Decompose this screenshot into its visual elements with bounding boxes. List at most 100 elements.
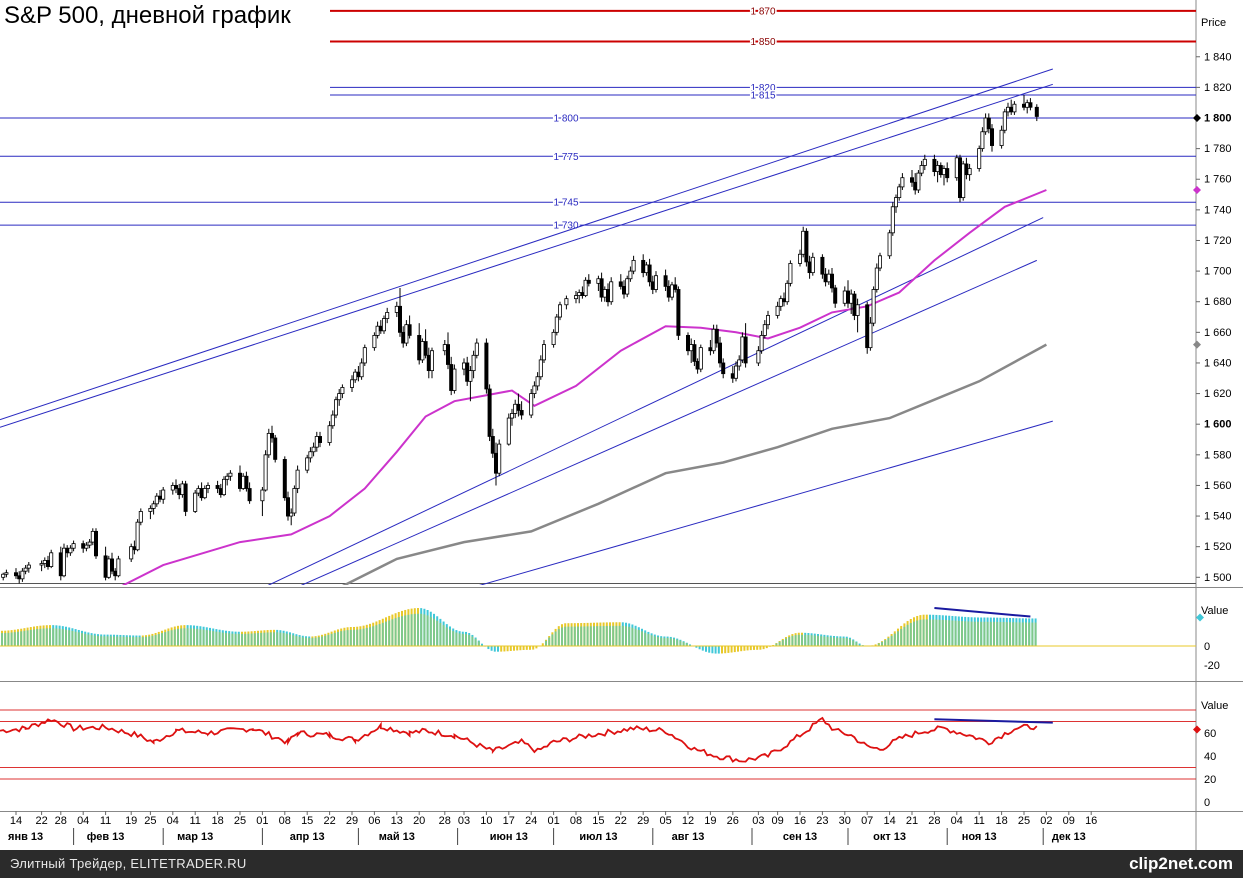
time-tick-label: 15 <box>301 815 313 827</box>
candle-body <box>602 289 607 298</box>
candle-body <box>577 292 582 296</box>
price-tick-label: 1 520 <box>1204 541 1232 553</box>
time-tick-label: 04 <box>77 815 89 827</box>
candle-body <box>461 362 466 370</box>
month-label: май 13 <box>379 831 415 843</box>
candle-body <box>650 281 655 290</box>
candle-body <box>484 342 489 390</box>
candle-body <box>20 570 25 580</box>
candle-body <box>394 305 399 313</box>
candle-body <box>756 350 761 364</box>
time-tick-label: 22 <box>323 815 335 827</box>
candle-body <box>493 452 498 474</box>
time-tick-label: 29 <box>637 815 649 827</box>
candle-body <box>401 331 406 344</box>
price-tick-label: 1 680 <box>1204 296 1232 308</box>
time-tick-label: 11 <box>100 815 111 827</box>
candle-body <box>830 273 835 289</box>
candle-body <box>196 488 201 494</box>
histogram-tick-label: 0 <box>1204 641 1210 653</box>
time-tick-label: 17 <box>503 815 515 827</box>
candle-body <box>692 344 697 362</box>
candle-body <box>628 270 633 280</box>
candle-body <box>698 347 703 370</box>
candle-body <box>596 278 601 284</box>
time-tick-label: 13 <box>391 815 403 827</box>
time-tick-label: 19 <box>704 815 716 827</box>
candle-body <box>609 281 614 303</box>
candle-body <box>23 567 28 572</box>
candle-body <box>468 370 473 382</box>
candle-body <box>647 264 652 283</box>
candle-body <box>71 543 76 549</box>
price-tick-label: 1 580 <box>1204 449 1232 461</box>
candle-body <box>452 368 457 391</box>
candle-body <box>846 290 851 304</box>
candle-body <box>266 432 271 456</box>
candle-body <box>762 324 767 336</box>
time-tick-label: 09 <box>1063 815 1075 827</box>
candle-body <box>116 558 121 577</box>
candle-body <box>516 403 521 411</box>
candle-body <box>676 289 681 336</box>
histogram-axis-title: Value <box>1201 605 1228 617</box>
candle-body <box>542 344 547 361</box>
month-label: янв 13 <box>8 831 43 843</box>
candle-body <box>362 347 367 364</box>
price-tick-label: 1 560 <box>1204 480 1232 492</box>
price-level-label-1815: 1 815 <box>750 91 775 102</box>
candle-body <box>65 547 70 554</box>
candle-body <box>241 475 246 489</box>
oscillator-tick-label: 60 <box>1204 728 1216 740</box>
candle-body <box>113 570 118 577</box>
trend-line-1 <box>0 68 1053 421</box>
candle-body <box>471 354 476 372</box>
candle-body <box>90 530 95 543</box>
time-tick-label: 30 <box>839 815 851 827</box>
candle-body <box>497 443 502 474</box>
time-tick-label: 29 <box>346 815 358 827</box>
candle-body <box>84 544 89 549</box>
candle-body <box>913 181 918 191</box>
month-label: окт 13 <box>873 831 906 843</box>
time-tick-label: 18 <box>211 815 223 827</box>
trend-line-4 <box>300 259 1038 585</box>
candle-body <box>766 315 771 326</box>
time-tick-label: 01 <box>256 815 268 827</box>
price-axis-title: Price <box>1201 17 1226 29</box>
candle-body <box>215 485 220 489</box>
candle-body <box>327 425 332 443</box>
chart-background <box>0 0 1243 850</box>
candle-body <box>583 279 588 296</box>
candle-body <box>330 414 335 427</box>
histogram-marker <box>1196 613 1204 622</box>
candle-body <box>337 393 342 401</box>
candle-body <box>295 469 300 489</box>
candle-body <box>180 483 185 496</box>
candle-body <box>202 488 207 499</box>
candle-body <box>417 335 422 361</box>
candle-body <box>778 298 783 307</box>
histogram-panel <box>0 607 1196 654</box>
histogram-tick-label: -20 <box>1204 660 1220 672</box>
candle-body <box>490 436 495 454</box>
candle-body <box>878 255 883 269</box>
price-marker-1652 <box>1193 340 1201 349</box>
time-tick-label: 07 <box>861 815 873 827</box>
candle-body <box>785 282 790 303</box>
candle-body <box>554 316 559 333</box>
histogram-divergence-line <box>934 607 1031 618</box>
time-tick-label: 23 <box>816 815 828 827</box>
candle-body <box>983 117 988 133</box>
time-tick-label: 02 <box>1040 815 1052 827</box>
candle-body <box>938 165 943 176</box>
price-tick-label: 1 640 <box>1204 357 1232 369</box>
candle-body <box>193 492 198 512</box>
candle-body <box>465 362 470 382</box>
candle-body <box>289 512 294 517</box>
candle-body <box>689 344 694 352</box>
candle-body <box>935 165 940 172</box>
candle-body <box>810 256 815 274</box>
candle-body <box>740 336 745 361</box>
